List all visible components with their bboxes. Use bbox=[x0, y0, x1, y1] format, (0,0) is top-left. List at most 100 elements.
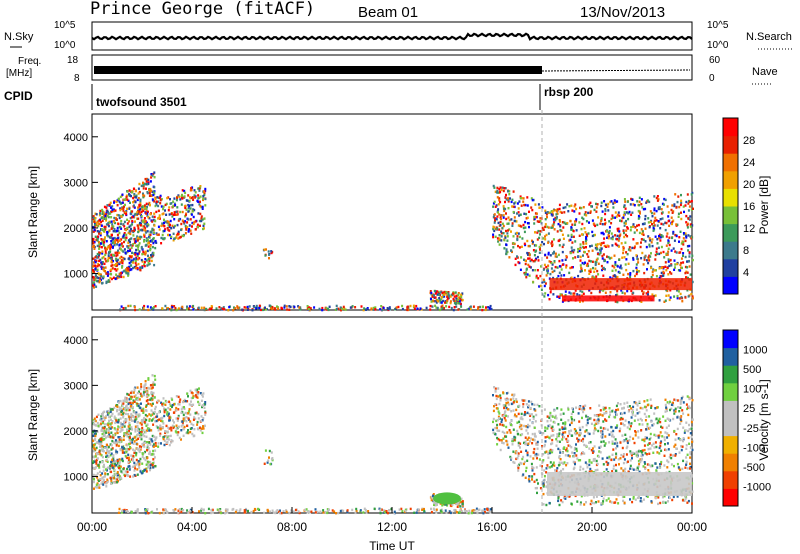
echo-cell bbox=[154, 442, 157, 445]
echo-cell bbox=[255, 307, 258, 310]
echo-cell bbox=[267, 459, 270, 462]
echo-cell bbox=[201, 431, 204, 435]
echo-cell bbox=[527, 442, 530, 445]
echo-cell bbox=[552, 238, 555, 241]
echo-cell bbox=[134, 430, 137, 433]
echo-cell bbox=[558, 207, 561, 211]
echo-cell bbox=[106, 274, 109, 277]
echo-cell bbox=[123, 225, 126, 228]
echo-cell bbox=[498, 238, 501, 242]
echo-cell bbox=[601, 257, 604, 260]
echo-cell bbox=[522, 226, 525, 230]
echo-cell bbox=[95, 285, 98, 288]
echo-cell bbox=[570, 266, 573, 269]
echo-cell bbox=[685, 276, 688, 279]
echo-cell bbox=[550, 226, 553, 229]
echo-cell bbox=[507, 198, 510, 202]
echo-cell bbox=[654, 235, 657, 238]
echo-cell bbox=[147, 261, 150, 265]
echo-cell bbox=[502, 415, 505, 418]
echo-cell bbox=[573, 223, 576, 226]
echo-cell bbox=[136, 252, 139, 256]
echo-cell bbox=[93, 444, 96, 447]
echo-cell bbox=[507, 200, 510, 203]
echo-cell bbox=[101, 472, 104, 475]
echo-cell bbox=[685, 234, 688, 237]
echo-cell bbox=[457, 293, 460, 296]
echo-cell bbox=[489, 508, 492, 511]
echo-cell bbox=[415, 304, 418, 308]
echo-cell bbox=[131, 219, 134, 223]
echo-cell bbox=[180, 203, 183, 206]
echo-cell bbox=[146, 462, 149, 465]
echo-cell bbox=[651, 238, 654, 241]
echo-cell bbox=[517, 244, 519, 248]
echo-cell bbox=[665, 244, 668, 247]
echo-cell bbox=[99, 279, 102, 282]
echo-cell bbox=[604, 259, 606, 262]
echo-cell bbox=[158, 411, 161, 414]
echo-cell bbox=[110, 448, 113, 451]
echo-cell bbox=[129, 240, 131, 244]
echo-cell bbox=[118, 464, 121, 467]
echo-cell bbox=[547, 241, 550, 244]
echo-cell bbox=[135, 194, 138, 197]
echo-cell bbox=[141, 253, 144, 256]
echo-cell bbox=[674, 233, 677, 237]
echo-cell bbox=[477, 306, 480, 309]
echo-cell bbox=[524, 226, 527, 229]
echo-cell bbox=[611, 214, 614, 217]
echo-cell bbox=[269, 462, 272, 466]
echo-cell bbox=[676, 223, 679, 226]
echo-cell bbox=[188, 224, 191, 227]
echo-cell bbox=[147, 512, 150, 515]
echo-cell bbox=[150, 409, 153, 412]
echo-cell bbox=[690, 200, 693, 203]
echo-cell bbox=[97, 464, 100, 467]
echo-cell bbox=[574, 240, 577, 243]
echo-cell bbox=[615, 294, 617, 297]
echo-cell bbox=[643, 222, 646, 225]
echo-cell bbox=[530, 413, 533, 416]
echo-cell bbox=[93, 244, 95, 248]
echo-cell bbox=[614, 211, 617, 214]
echo-cell bbox=[107, 235, 110, 238]
echo-cell bbox=[623, 204, 626, 207]
echo-cell bbox=[686, 271, 689, 274]
echo-cell bbox=[381, 308, 383, 312]
echo-cell bbox=[524, 411, 526, 414]
echo-cell bbox=[158, 418, 161, 421]
echo-cell bbox=[585, 264, 588, 267]
echo-cell bbox=[505, 439, 508, 443]
echo-cell bbox=[277, 307, 280, 310]
echo-cell bbox=[223, 308, 226, 311]
echo-cell bbox=[116, 478, 119, 481]
echo-cell bbox=[614, 261, 617, 264]
echo-cell bbox=[142, 184, 145, 187]
echo-cell bbox=[621, 256, 624, 259]
echo-cell bbox=[171, 224, 174, 227]
echo-cell bbox=[123, 205, 125, 208]
echo-cell bbox=[168, 233, 171, 237]
echo-cell bbox=[379, 308, 382, 311]
echo-cell bbox=[500, 188, 503, 192]
echo-cell bbox=[101, 481, 104, 484]
echo-cell bbox=[627, 262, 630, 265]
echo-cell bbox=[647, 293, 649, 296]
echo-cell bbox=[139, 221, 141, 225]
echo-cell bbox=[111, 462, 114, 466]
echo-cell bbox=[501, 222, 504, 225]
echo-cell bbox=[154, 438, 157, 442]
echo-cell bbox=[196, 390, 199, 393]
echo-cell bbox=[124, 470, 127, 473]
echo-cell bbox=[173, 237, 176, 241]
echo-cell bbox=[191, 396, 194, 399]
echo-cell bbox=[519, 213, 522, 216]
echo-cell bbox=[95, 474, 98, 477]
echo-cell bbox=[96, 268, 99, 271]
echo-cell bbox=[502, 442, 505, 445]
echo-cell bbox=[200, 206, 203, 209]
echo-cell bbox=[524, 262, 527, 266]
echo-cell bbox=[173, 305, 176, 308]
echo-cell bbox=[461, 500, 464, 504]
